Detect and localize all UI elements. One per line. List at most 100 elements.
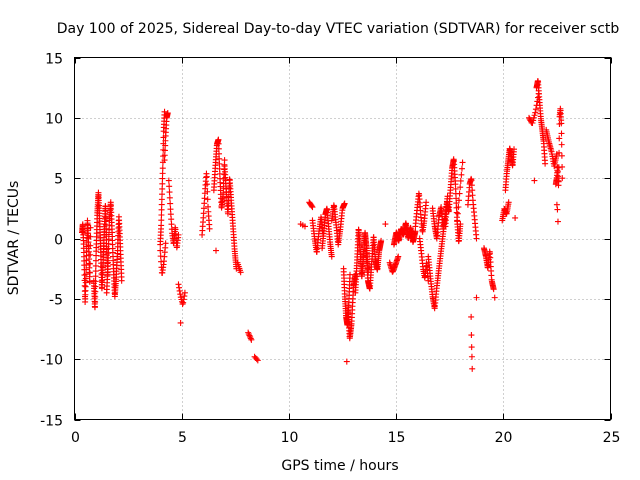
- data-point: [469, 192, 476, 199]
- data-point: [531, 177, 538, 184]
- data-point: [542, 160, 549, 167]
- data-point: [161, 108, 168, 115]
- data-point: [158, 201, 165, 208]
- x-axis-label: GPS time / hours: [281, 458, 398, 474]
- data-point: [457, 184, 464, 191]
- x-tick-label: 25: [603, 430, 621, 446]
- x-tick-label: 0: [71, 430, 80, 446]
- data-point: [204, 196, 211, 203]
- data-point: [468, 353, 475, 360]
- data-point: [512, 214, 519, 221]
- chart-title: Day 100 of 2025, Sidereal Day-to-day VTE…: [57, 21, 620, 37]
- data-point: [455, 197, 462, 204]
- y-tick-label: 5: [54, 172, 63, 188]
- x-tick-label: 15: [388, 430, 406, 446]
- data-point: [473, 294, 480, 301]
- data-point: [237, 269, 244, 276]
- data-point: [92, 262, 99, 269]
- data-point: [308, 203, 315, 210]
- grid-lines: [74, 57, 611, 420]
- data-point: [175, 231, 182, 238]
- data-point: [558, 152, 565, 159]
- data-point: [343, 358, 350, 365]
- data-point: [92, 288, 99, 295]
- data-point: [87, 224, 94, 231]
- data-point: [473, 235, 480, 242]
- data-point: [200, 205, 207, 212]
- data-point: [162, 240, 169, 247]
- data-point: [87, 233, 94, 240]
- data-point: [165, 177, 172, 184]
- y-tick-label: -15: [40, 414, 63, 430]
- data-point: [328, 253, 335, 260]
- data-point: [558, 130, 565, 137]
- data-point: [532, 106, 539, 113]
- data-point: [531, 112, 538, 119]
- data-point: [206, 225, 213, 232]
- data-point: [468, 344, 475, 351]
- data-point: [423, 199, 430, 206]
- data-point: [215, 145, 222, 152]
- data-point: [200, 210, 207, 217]
- data-point: [529, 120, 536, 127]
- data-point: [459, 159, 466, 166]
- data-point: [469, 187, 476, 194]
- x-tick-label: 10: [281, 430, 299, 446]
- data-point: [458, 171, 465, 178]
- data-point: [554, 218, 561, 225]
- data-point: [530, 114, 537, 121]
- data-point: [216, 165, 223, 172]
- data-point: [247, 335, 254, 342]
- data-point: [454, 210, 461, 217]
- y-tick-labels: -15 -10 -5 0 5 10 15: [40, 52, 63, 430]
- data-point: [179, 301, 186, 308]
- data-point: [556, 149, 563, 156]
- data-point: [559, 175, 566, 182]
- data-point: [201, 195, 208, 202]
- data-point: [395, 253, 402, 260]
- data-series-sdtvar: [79, 77, 566, 372]
- data-point: [215, 140, 222, 147]
- data-point: [216, 160, 223, 167]
- data-point: [158, 217, 165, 224]
- data-point: [164, 110, 171, 117]
- data-point: [468, 313, 475, 320]
- data-point: [458, 165, 465, 172]
- data-point: [468, 332, 475, 339]
- data-point: [245, 329, 252, 336]
- data-point: [530, 117, 537, 124]
- x-tick-labels: 0 5 10 15 20 25: [71, 430, 620, 446]
- data-point: [203, 173, 210, 180]
- data-point: [159, 175, 166, 182]
- data-point: [555, 178, 562, 185]
- y-tick-label: -10: [40, 353, 63, 369]
- data-point: [159, 180, 166, 187]
- data-point: [469, 365, 476, 372]
- x-tick-label: 5: [178, 430, 187, 446]
- data-point: [167, 200, 174, 207]
- data-point: [457, 177, 464, 184]
- data-point: [454, 217, 461, 224]
- data-point: [455, 203, 462, 210]
- data-point: [216, 155, 223, 162]
- data-point: [382, 221, 389, 228]
- data-point: [505, 199, 512, 206]
- data-point: [81, 282, 88, 289]
- data-point: [92, 268, 99, 275]
- data-point: [204, 181, 211, 188]
- data-point: [556, 135, 563, 142]
- data-point: [175, 281, 182, 288]
- data-point: [158, 196, 165, 203]
- data-point: [159, 170, 166, 177]
- data-point: [86, 269, 93, 276]
- data-point: [253, 356, 260, 363]
- data-point: [157, 253, 164, 260]
- data-point: [159, 165, 166, 172]
- data-point: [86, 278, 93, 285]
- data-point: [248, 336, 255, 343]
- data-point: [92, 283, 99, 290]
- data-point: [245, 331, 252, 338]
- data-point: [92, 299, 99, 306]
- data-point: [158, 211, 165, 218]
- data-point: [378, 237, 385, 244]
